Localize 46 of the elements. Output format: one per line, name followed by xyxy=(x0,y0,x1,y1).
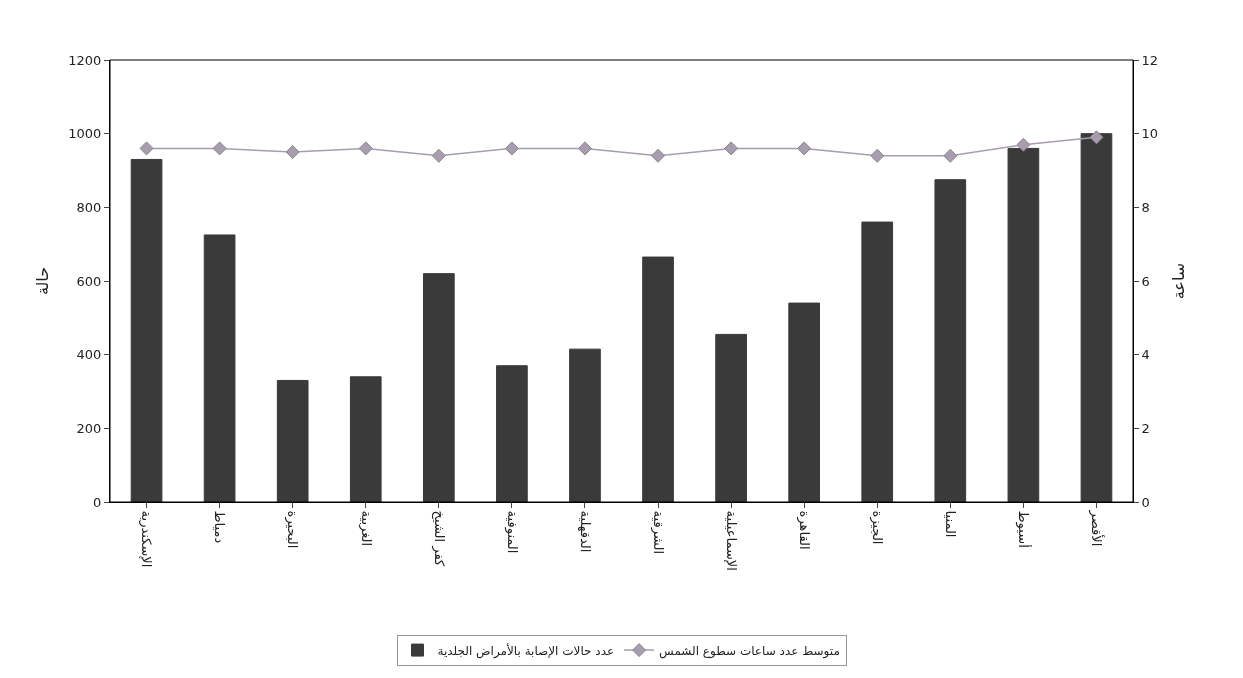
bar xyxy=(203,234,236,502)
y-tick-label: 1200 xyxy=(68,52,102,68)
y-tick-label: 1000 xyxy=(68,126,102,142)
bar xyxy=(934,179,967,502)
y-tick-label: 600 xyxy=(76,273,102,289)
bar xyxy=(422,273,455,502)
x-tick-label: المنوفية xyxy=(503,510,520,554)
bar xyxy=(276,379,309,502)
legend-label: عدد حالات الإصابة بالأمراض الجلدية xyxy=(437,642,615,659)
x-tick-label: المنيا xyxy=(943,510,959,538)
x-tick-label: الأقصر xyxy=(1088,509,1106,547)
y2-tick-label: 0 xyxy=(1141,494,1150,510)
legend-label: متوسط عدد ساعات سطوع الشمس xyxy=(659,643,840,659)
x-tick-label: البحيرة xyxy=(284,510,301,549)
x-tick-label: الدقهلية xyxy=(576,510,593,553)
bar xyxy=(1080,133,1113,502)
x-tick-label: الشرقية xyxy=(649,510,666,555)
x-tick-label: الإسكندرية xyxy=(138,510,155,568)
x-tick-label: أسيوط xyxy=(1015,510,1033,548)
x-tick-label: دمياط xyxy=(212,510,228,544)
y-tick-label: 400 xyxy=(76,347,102,363)
y-tick-label: 200 xyxy=(76,420,102,436)
y2-tick-label: 4 xyxy=(1141,347,1150,363)
bar xyxy=(715,333,747,502)
x-tick-label: الإسماعيلية xyxy=(723,510,739,571)
x-tick-label: الجيزة xyxy=(869,510,886,545)
y-tick-label: 800 xyxy=(76,199,102,215)
y2-tick-label: 12 xyxy=(1141,52,1159,68)
y2-axis-title: ساعة xyxy=(1168,262,1188,300)
bar xyxy=(496,365,528,502)
bar xyxy=(1007,147,1040,502)
bar xyxy=(642,256,674,502)
y-axis-title: حالة xyxy=(33,266,53,296)
y2-tick-label: 8 xyxy=(1141,199,1150,215)
x-tick-label: الغربية xyxy=(357,510,374,547)
bar xyxy=(861,221,894,502)
x-tick-label: كفر الشيخ xyxy=(430,510,447,567)
bar xyxy=(569,348,601,502)
y2-tick-label: 2 xyxy=(1141,420,1150,436)
y2-tick-label: 10 xyxy=(1141,126,1159,142)
bar xyxy=(349,376,382,502)
x-tick-label: القاهرة xyxy=(795,510,812,550)
y2-tick-label: 6 xyxy=(1141,273,1150,289)
bar xyxy=(788,302,821,502)
y-tick-label: 0 xyxy=(93,494,102,510)
bar xyxy=(130,158,163,502)
